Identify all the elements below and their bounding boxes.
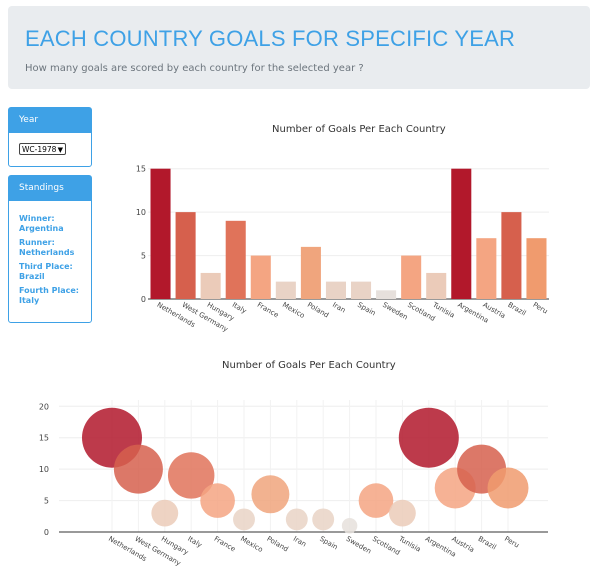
standings-card: Standings Winner: Argentina Runner: Neth… [8, 175, 92, 323]
bubble-y-tick-label: 0 [44, 528, 49, 537]
bubble-x-tick-label: Sweden [345, 535, 373, 556]
bar-brazil [501, 212, 522, 299]
bubble-spain [312, 508, 335, 531]
bar-netherlands [150, 168, 171, 299]
bubble-x-tick-label: Peru [503, 535, 521, 550]
bubble-chart-title: Number of Goals Per Each Country [222, 360, 396, 371]
bubble-y-tick-label: 15 [39, 434, 49, 443]
runner-label: Runner: [19, 238, 55, 247]
bubble-poland [251, 475, 290, 514]
page-header: EACH COUNTRY GOALS FOR SPECIFIC YEAR How… [8, 6, 590, 89]
bubble-peru [487, 467, 529, 509]
bar-mexico [275, 281, 296, 299]
page-title: EACH COUNTRY GOALS FOR SPECIFIC YEAR [25, 26, 516, 51]
bar-scotland [401, 255, 422, 299]
year-select[interactable]: WC-1978 ▼ [19, 143, 66, 155]
bar-peru [526, 238, 547, 299]
bar-west-germany [175, 212, 196, 299]
bar-tunisia [426, 272, 447, 299]
bubble-x-tick-label: Poland [265, 535, 289, 554]
bar-y-tick-label: 0 [141, 295, 146, 304]
bubble-y-tick-label: 20 [39, 402, 49, 411]
bubble-sweden [341, 517, 358, 534]
bubble-x-tick-label: Italy [186, 535, 203, 550]
bubble-x-tick-label: Brazil [477, 535, 498, 552]
fourth-place-value: Italy [19, 296, 40, 305]
bubble-x-tick-label: Mexico [239, 535, 264, 554]
bubble-france [200, 483, 235, 518]
bubble-scotland [358, 483, 394, 518]
bubble-y-tick-label: 10 [39, 465, 49, 474]
page-subtitle: How many goals are scored by each countr… [25, 63, 364, 74]
runner-value: Netherlands [19, 248, 75, 257]
winner-label: Winner: [19, 214, 55, 223]
year-select-value: WC-1978 [22, 145, 57, 154]
bar-sweden [376, 290, 397, 299]
bubble-x-tick-label: Scotland [371, 535, 401, 557]
bubble-x-tick-label: France [213, 535, 237, 554]
bar-france [250, 255, 271, 299]
bubble-west-germany [113, 444, 163, 494]
bar-poland [300, 246, 321, 299]
year-card: Year WC-1978 ▼ [8, 107, 92, 167]
bar-iran [325, 281, 346, 299]
bubble-x-tick-label: Iran [292, 535, 308, 549]
bubble-italy [167, 452, 215, 499]
bar-chart-title: Number of Goals Per Each Country [272, 124, 446, 135]
third-place-value: Brazil [19, 272, 45, 281]
bar-austria [476, 238, 497, 299]
bubble-y-tick-label: 5 [44, 497, 49, 506]
bar-y-tick-label: 5 [141, 252, 146, 261]
bar-y-tick-label: 15 [136, 165, 146, 174]
bar-italy [225, 220, 246, 299]
fourth-place-label: Fourth Place: [19, 286, 79, 295]
winner-value: Argentina [19, 224, 64, 233]
standings-card-header: Standings [9, 176, 91, 201]
third-place-label: Third Place: [19, 262, 73, 271]
bar-spain [351, 281, 372, 299]
year-card-header: Year [9, 108, 91, 133]
bar-hungary [200, 272, 221, 299]
bubble-x-tick-label: Spain [318, 535, 339, 552]
chevron-down-icon: ▼ [57, 146, 63, 154]
bubble-tunisia [388, 499, 416, 527]
bar-argentina [451, 168, 472, 299]
bubble-argentina [398, 407, 459, 468]
bar-y-tick-label: 10 [136, 208, 146, 217]
bubble-hungary [151, 499, 179, 527]
bubble-iran [285, 508, 308, 531]
bubble-mexico [233, 508, 255, 531]
